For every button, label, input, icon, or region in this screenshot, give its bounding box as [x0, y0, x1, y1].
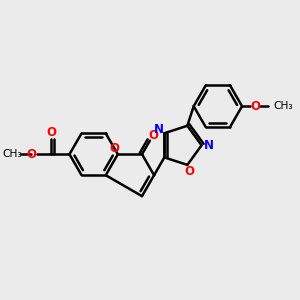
Text: CH₃: CH₃ [3, 149, 22, 159]
Text: O: O [110, 142, 120, 155]
Text: O: O [46, 126, 56, 139]
Text: O: O [148, 129, 158, 142]
Text: CH₃: CH₃ [273, 101, 293, 111]
Text: O: O [184, 165, 194, 178]
Text: O: O [250, 100, 260, 113]
Text: N: N [154, 123, 164, 136]
Text: O: O [26, 148, 36, 161]
Text: N: N [204, 139, 214, 152]
